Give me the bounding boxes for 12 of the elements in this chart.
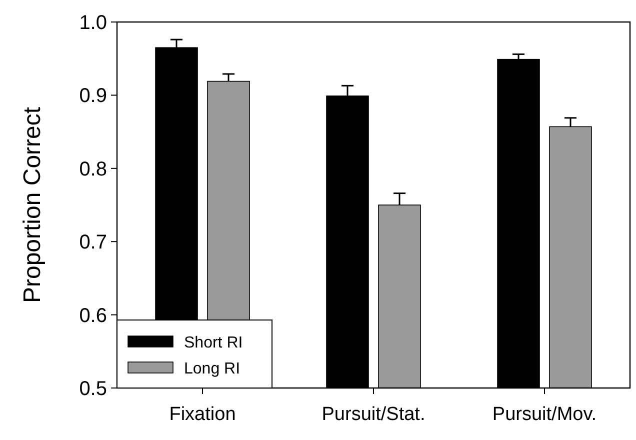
- y-tick-label: 0.8: [79, 158, 107, 180]
- y-tick-label: 0.6: [79, 304, 107, 327]
- legend-label: Long RI: [184, 360, 240, 378]
- y-tick-label: 0.9: [79, 85, 107, 108]
- x-tick-label: Pursuit/Stat.: [322, 404, 426, 425]
- y-tick-label: 0.7: [79, 232, 107, 254]
- y-axis-title: Proportion Correct: [19, 106, 46, 304]
- y-tick-label: 0.5: [79, 378, 107, 400]
- legend-label: Short RI: [184, 334, 243, 352]
- x-tick-label: Pursuit/Mov.: [492, 404, 597, 425]
- x-tick-label: Fixation: [169, 404, 236, 425]
- y-tick-label: 1.0: [79, 12, 107, 34]
